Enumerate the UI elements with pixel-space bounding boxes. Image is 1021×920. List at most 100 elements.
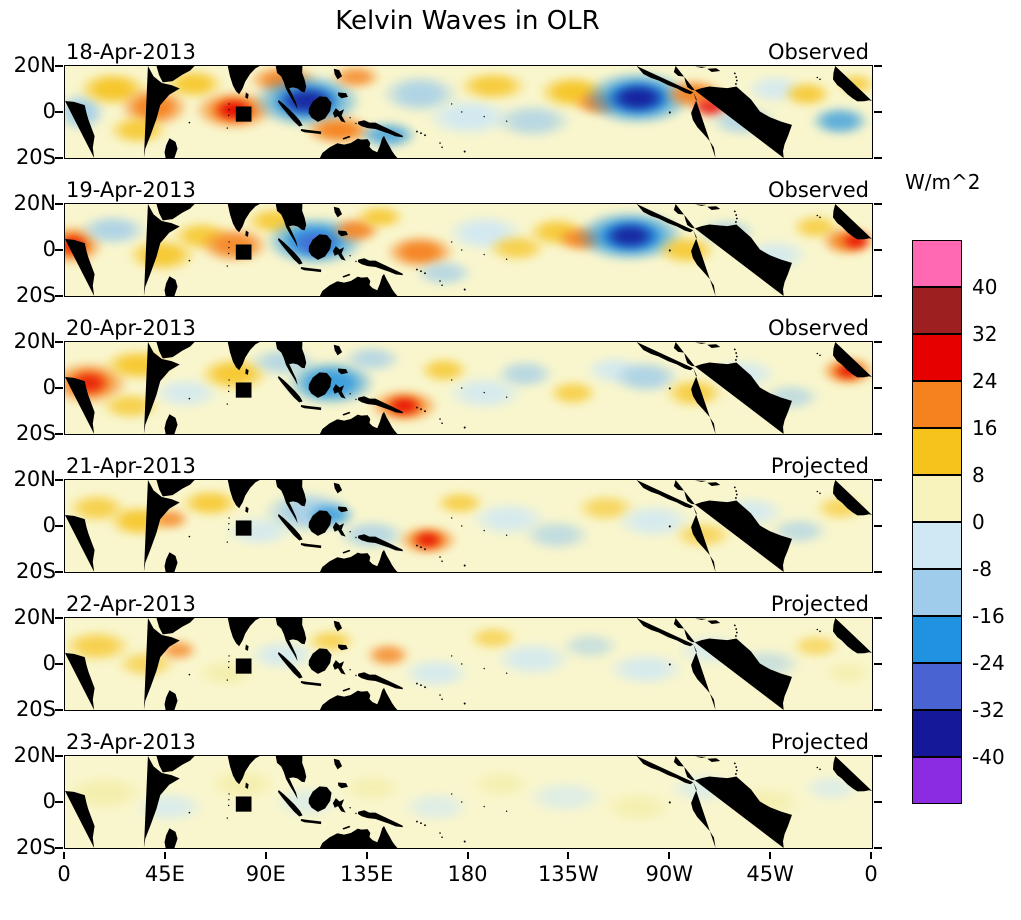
y-label-20s: 20S [15,421,56,445]
colorbar-tick-label: -16 [972,604,1005,628]
y-axis-labels: 20N 0 20S [2,191,56,307]
x-axis-label: 90E [245,862,286,886]
anomaly-blob [78,213,149,246]
panel-date: 19-Apr-2013 [66,178,196,202]
anomaly-blob [782,80,833,107]
y-tick [874,571,882,573]
panel-5-header: 22-Apr-2013 Projected [64,590,871,617]
y-tick [874,617,882,619]
y-axis-labels: 20N 0 20S [2,329,56,445]
colorbar-labels: 40 32 24 16 8 0 -8 -16 -24 -32 -40 [972,240,1021,804]
y-tick [874,341,882,343]
y-tick [55,249,63,251]
y-tick [55,65,63,67]
panel-map [55,755,882,849]
anomaly-blob [330,66,381,90]
y-tick [874,433,882,435]
y-tick [55,157,63,159]
colorbar-tick-label: 24 [972,369,998,393]
coastline-overlay [65,756,872,848]
y-tick [55,847,63,849]
y-tick [874,249,882,251]
y-tick [55,479,63,481]
panel-date: 21-Apr-2013 [66,454,196,478]
colorbar-tick-label: 8 [972,463,985,487]
anomaly-blob [336,519,407,552]
y-tick [874,847,882,849]
y-label-0: 0 [42,237,56,261]
colorbar-tick-label: 32 [972,322,998,346]
colorbar-cell [912,663,962,710]
anomaly-blob [525,780,606,815]
panel-date: 22-Apr-2013 [66,592,196,616]
anomaly-blob [559,631,620,660]
y-label-20n: 20N [13,329,56,353]
colorbar-tick-label: -24 [972,651,1005,675]
panel-1-header: 18-Apr-2013 Observed [64,38,871,65]
x-axis-label: 135E [339,862,394,886]
y-tick [874,479,882,481]
panel-2-header: 19-Apr-2013 Observed [64,176,871,203]
anomaly-blob [306,629,357,653]
anomaly-blob [107,115,168,146]
y-tick [55,617,63,619]
y-tick [874,755,882,757]
colorbar-cell [912,287,962,334]
panel-6: 23-Apr-2013 Projected 20N 0 20S [14,728,882,866]
colorbar-cell [912,616,962,663]
y-axis-labels: 20N 0 20S [2,743,56,859]
y-tick [874,157,882,159]
y-tick [874,709,882,711]
x-axis-label: 90W [645,862,694,886]
anomaly-blob [365,642,411,667]
panel-map [55,341,882,435]
y-tick [55,295,63,297]
y-tick [874,203,882,205]
colorbar-cell [912,475,962,522]
anomaly-blob [602,790,673,823]
panel-stack: 18-Apr-2013 Observed 20N 0 20S 19-Apr-20… [14,38,882,866]
y-tick [55,387,63,389]
panel-5: 22-Apr-2013 Projected 20N 0 20S [14,590,882,728]
panel-4-header: 21-Apr-2013 Projected [64,452,871,479]
x-axis-label: 135W [537,862,599,886]
x-axis-label: 0 [864,862,878,886]
panel-map [55,65,882,159]
y-axis-labels: 20N 0 20S [2,605,56,721]
colorbar-cell [912,240,962,287]
anomaly-blob [809,106,870,137]
anomaly-blob [470,769,531,798]
y-label-20n: 20N [13,53,56,77]
panel-1: 18-Apr-2013 Observed 20N 0 20S [14,38,882,176]
y-label-0: 0 [42,99,56,123]
panel-source-label: Observed [767,178,869,202]
anomaly-blob [522,519,593,552]
panel-6-header: 23-Apr-2013 Projected [64,728,871,755]
x-axis-label: 45W [746,862,794,886]
y-label-20s: 20S [15,559,56,583]
anomaly-blob [457,71,528,102]
page-title: Kelvin Waves in OLR [335,6,600,36]
coastline-overlay [65,480,872,572]
x-tick [769,852,772,859]
panel-date: 20-Apr-2013 [66,316,196,340]
coastline-overlay [65,342,872,434]
panel-source-label: Projected [770,730,869,754]
y-tick [55,709,63,711]
colorbar-cell [912,381,962,428]
coastline-overlay [65,618,872,710]
colorbar-cell [912,710,962,757]
coastline-overlay [65,66,872,158]
anomaly-blob [401,657,472,690]
panel-3-header: 20-Apr-2013 Observed [64,314,871,341]
y-label-0: 0 [42,789,56,813]
anomaly-blob [606,651,687,686]
anomaly-blob [790,633,841,658]
y-label-20n: 20N [13,605,56,629]
anomaly-blob [354,204,405,229]
y-tick [874,387,882,389]
y-label-20n: 20N [13,191,56,215]
panel-date: 23-Apr-2013 [66,730,196,754]
y-label-20s: 20S [15,697,56,721]
